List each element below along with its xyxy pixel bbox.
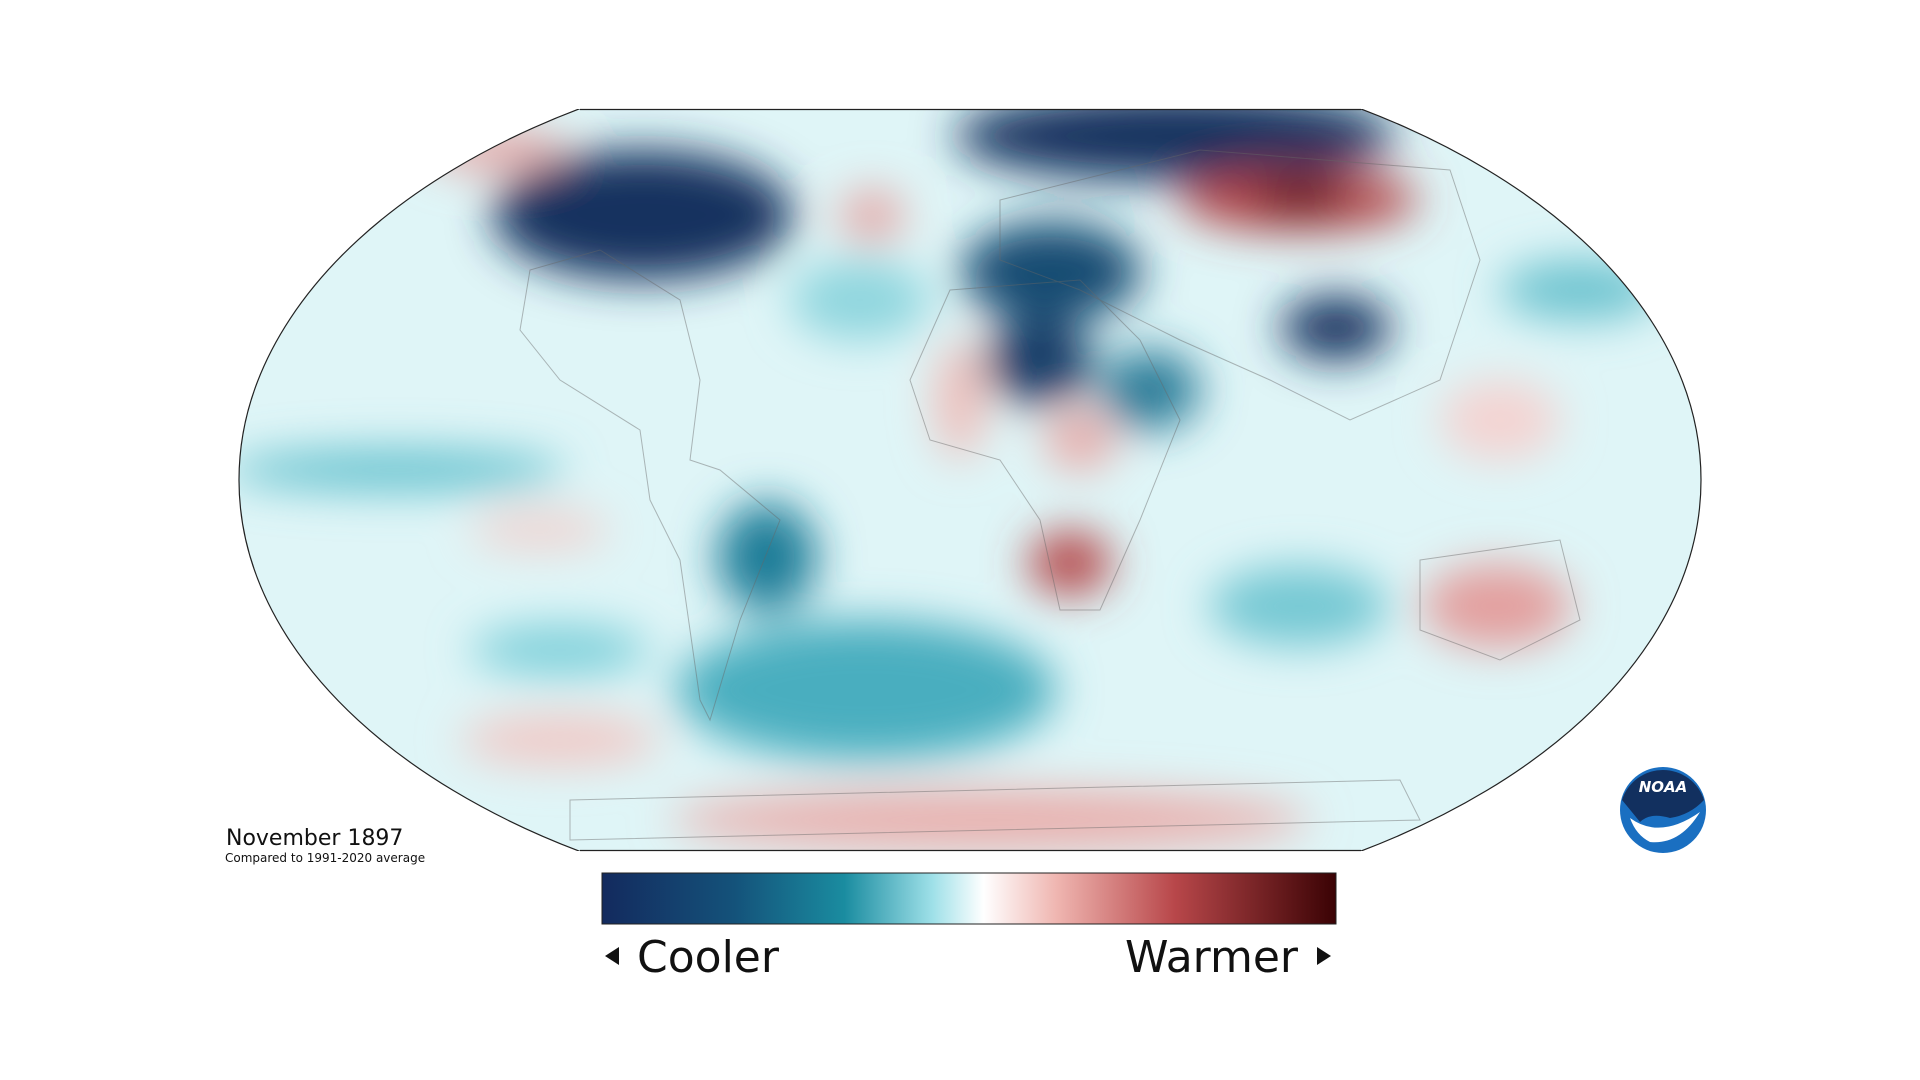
logo-text: NOAA bbox=[1639, 778, 1688, 796]
color-bar bbox=[601, 872, 1337, 925]
cooler-arrow bbox=[605, 947, 619, 965]
map-subtitle: Compared to 1991-2020 average bbox=[225, 851, 425, 865]
legend-high-label: Warmer bbox=[1125, 932, 1299, 983]
map bbox=[238, 109, 1702, 851]
noaa-logo: NOAA bbox=[1620, 767, 1706, 853]
legend-low-label: Cooler bbox=[637, 932, 780, 983]
warmer-arrow bbox=[1317, 947, 1331, 965]
map-title: November 1897 bbox=[226, 826, 403, 851]
